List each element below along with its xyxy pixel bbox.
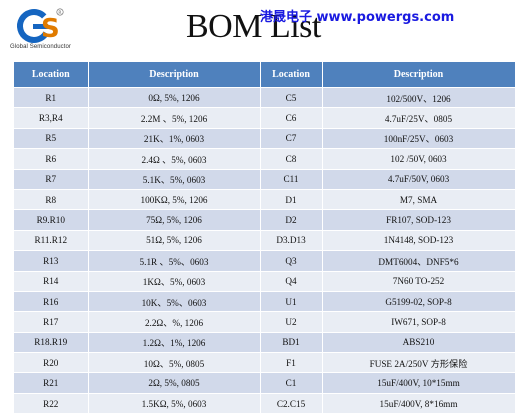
cell-description-right: FR107, SOD-123 bbox=[322, 210, 515, 230]
cell-location-left: R9.R10 bbox=[14, 210, 88, 230]
cell-location-right: F1 bbox=[260, 353, 322, 373]
cell-location-right: C2.C15 bbox=[260, 393, 322, 413]
cell-description-left: 10K、5%、0603 bbox=[88, 291, 260, 311]
header-description-left: Description bbox=[88, 62, 260, 88]
cell-description-left: 51Ω, 5%, 1206 bbox=[88, 230, 260, 250]
cell-description-right: ABS210 bbox=[322, 332, 515, 352]
header-location-left: Location bbox=[14, 62, 88, 88]
cell-location-left: R16 bbox=[14, 291, 88, 311]
svg-text:R: R bbox=[58, 10, 61, 16]
cell-description-left: 1.5KΩ, 5%, 0603 bbox=[88, 393, 260, 413]
cell-location-left: R13 bbox=[14, 251, 88, 271]
site-banner: 港晟电子 www.powergs.com bbox=[260, 6, 454, 25]
cell-description-left: 2.4Ω 、5%, 0603 bbox=[88, 149, 260, 169]
cell-description-right: 102 /50V, 0603 bbox=[322, 149, 515, 169]
cell-location-right: C7 bbox=[260, 128, 322, 148]
cell-description-right: 7N60 TO-252 bbox=[322, 271, 515, 291]
cell-description-right: M7, SMA bbox=[322, 189, 515, 209]
cell-location-left: R5 bbox=[14, 128, 88, 148]
cell-location-left: R8 bbox=[14, 189, 88, 209]
logo-s-letter: S bbox=[41, 14, 60, 44]
cell-description-right: G5199-02, SOP-8 bbox=[322, 291, 515, 311]
cell-location-left: R3,R4 bbox=[14, 108, 88, 128]
cell-description-right: 100nF/25V、0603 bbox=[322, 128, 515, 148]
cell-description-left: 2Ω, 5%, 0805 bbox=[88, 373, 260, 393]
cell-location-left: R14 bbox=[14, 271, 88, 291]
cell-location-left: R21 bbox=[14, 373, 88, 393]
cell-description-left: 2.2M 、5%, 1206 bbox=[88, 108, 260, 128]
cell-description-left: 100KΩ, 5%, 1206 bbox=[88, 189, 260, 209]
cell-location-right: C11 bbox=[260, 169, 322, 189]
table-header-row: Location Description Location Descriptio… bbox=[14, 62, 515, 88]
cell-description-right: 4.7uF/25V、0805 bbox=[322, 108, 515, 128]
cell-description-left: 5.1R 、5%、0603 bbox=[88, 251, 260, 271]
cell-location-left: R17 bbox=[14, 312, 88, 332]
cell-description-left: 2.2Ω、%, 1206 bbox=[88, 312, 260, 332]
cell-description-right: IW671, SOP-8 bbox=[322, 312, 515, 332]
cell-location-right: D3.D13 bbox=[260, 230, 322, 250]
cell-location-left: R20 bbox=[14, 353, 88, 373]
cell-location-left: R7 bbox=[14, 169, 88, 189]
cell-description-left: 21K、1%, 0603 bbox=[88, 128, 260, 148]
cell-description-right: DMT6004、DNF5*6 bbox=[322, 251, 515, 271]
cell-location-right: BD1 bbox=[260, 332, 322, 352]
cell-location-right: D2 bbox=[260, 210, 322, 230]
cell-description-right: FUSE 2A/250V 方形保险 bbox=[322, 353, 515, 373]
cell-location-right: C6 bbox=[260, 108, 322, 128]
logo-company-name: Global Semiconductor bbox=[10, 44, 71, 50]
cell-description-left: 0Ω, 5%, 1206 bbox=[88, 88, 260, 108]
cell-location-right: Q4 bbox=[260, 271, 322, 291]
cell-location-right: U2 bbox=[260, 312, 322, 332]
cell-location-right: Q3 bbox=[260, 251, 322, 271]
cell-description-left: 1.2Ω、1%, 1206 bbox=[88, 332, 260, 352]
cell-description-right: 15uF/400V, 8*16mm bbox=[322, 393, 515, 413]
cell-location-left: R22 bbox=[14, 393, 88, 413]
cell-location-right: C1 bbox=[260, 373, 322, 393]
cell-location-left: R18.R19 bbox=[14, 332, 88, 352]
cell-location-right: D1 bbox=[260, 189, 322, 209]
cell-location-left: R1 bbox=[14, 88, 88, 108]
header-description-right: Description bbox=[322, 62, 515, 88]
cell-location-right: C8 bbox=[260, 149, 322, 169]
cell-description-left: 75Ω, 5%, 1206 bbox=[88, 210, 260, 230]
cell-description-left: 5.1K、5%, 0603 bbox=[88, 169, 260, 189]
cell-description-left: 1KΩ、5%, 0603 bbox=[88, 271, 260, 291]
bom-table: Location Description Location Descriptio… bbox=[14, 62, 516, 413]
cell-location-left: R11.R12 bbox=[14, 230, 88, 250]
cell-description-right: 102/500V、1206 bbox=[322, 88, 515, 108]
cell-description-right: 1N4148, SOD-123 bbox=[322, 230, 515, 250]
cell-description-right: 15uF/400V, 10*15mm bbox=[322, 373, 515, 393]
header-location-right: Location bbox=[260, 62, 322, 88]
cell-description-left: 10Ω、5%, 0805 bbox=[88, 353, 260, 373]
cell-location-right: C5 bbox=[260, 88, 322, 108]
cell-description-right: 4.7uF/50V, 0603 bbox=[322, 169, 515, 189]
cell-location-right: U1 bbox=[260, 291, 322, 311]
cell-location-left: R6 bbox=[14, 149, 88, 169]
